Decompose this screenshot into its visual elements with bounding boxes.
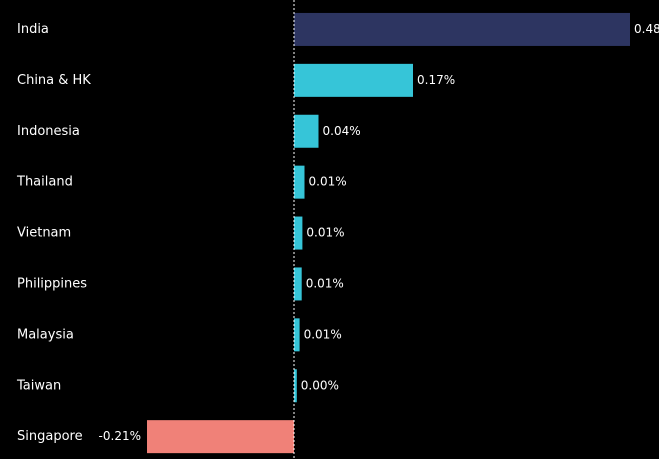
category-label-india: India <box>17 22 49 37</box>
bar-philippines <box>294 267 302 301</box>
category-label-philippines: Philippines <box>17 276 87 291</box>
bar-malaysia <box>294 318 300 352</box>
value-label-vietnam: 0.01% <box>306 226 344 240</box>
category-label-taiwan: Taiwan <box>16 378 61 393</box>
category-label-malaysia: Malaysia <box>17 327 74 342</box>
category-label-vietnam: Vietnam <box>17 226 71 241</box>
category-label-singapore: Singapore <box>17 429 83 444</box>
bar-singapore <box>147 420 294 454</box>
bar-vietnam <box>294 216 303 250</box>
labels-layer: India 0.48% China & HK 0.17% Indonesia 0.04% T… <box>16 22 659 444</box>
value-label-china-and-hk: 0.17% <box>417 73 455 87</box>
value-label-india: 0.48% <box>634 22 659 36</box>
category-label-thailand: Thailand <box>16 175 73 190</box>
category-label-indonesia: Indonesia <box>17 124 80 139</box>
value-label-thailand: 0.01% <box>309 175 347 189</box>
bar-taiwan <box>294 369 297 403</box>
bar-china-and-hk <box>294 63 413 97</box>
bar-indonesia <box>294 114 319 148</box>
category-label-china-and-hk: China & HK <box>17 73 91 88</box>
value-label-singapore: -0.21% <box>99 429 141 443</box>
bar-thailand <box>294 165 305 199</box>
bar-india <box>294 12 630 46</box>
value-label-indonesia: 0.04% <box>323 124 361 138</box>
value-label-taiwan: 0.00% <box>301 378 339 392</box>
value-label-philippines: 0.01% <box>306 276 344 290</box>
bars-layer <box>147 12 630 454</box>
value-label-malaysia: 0.01% <box>304 327 342 341</box>
